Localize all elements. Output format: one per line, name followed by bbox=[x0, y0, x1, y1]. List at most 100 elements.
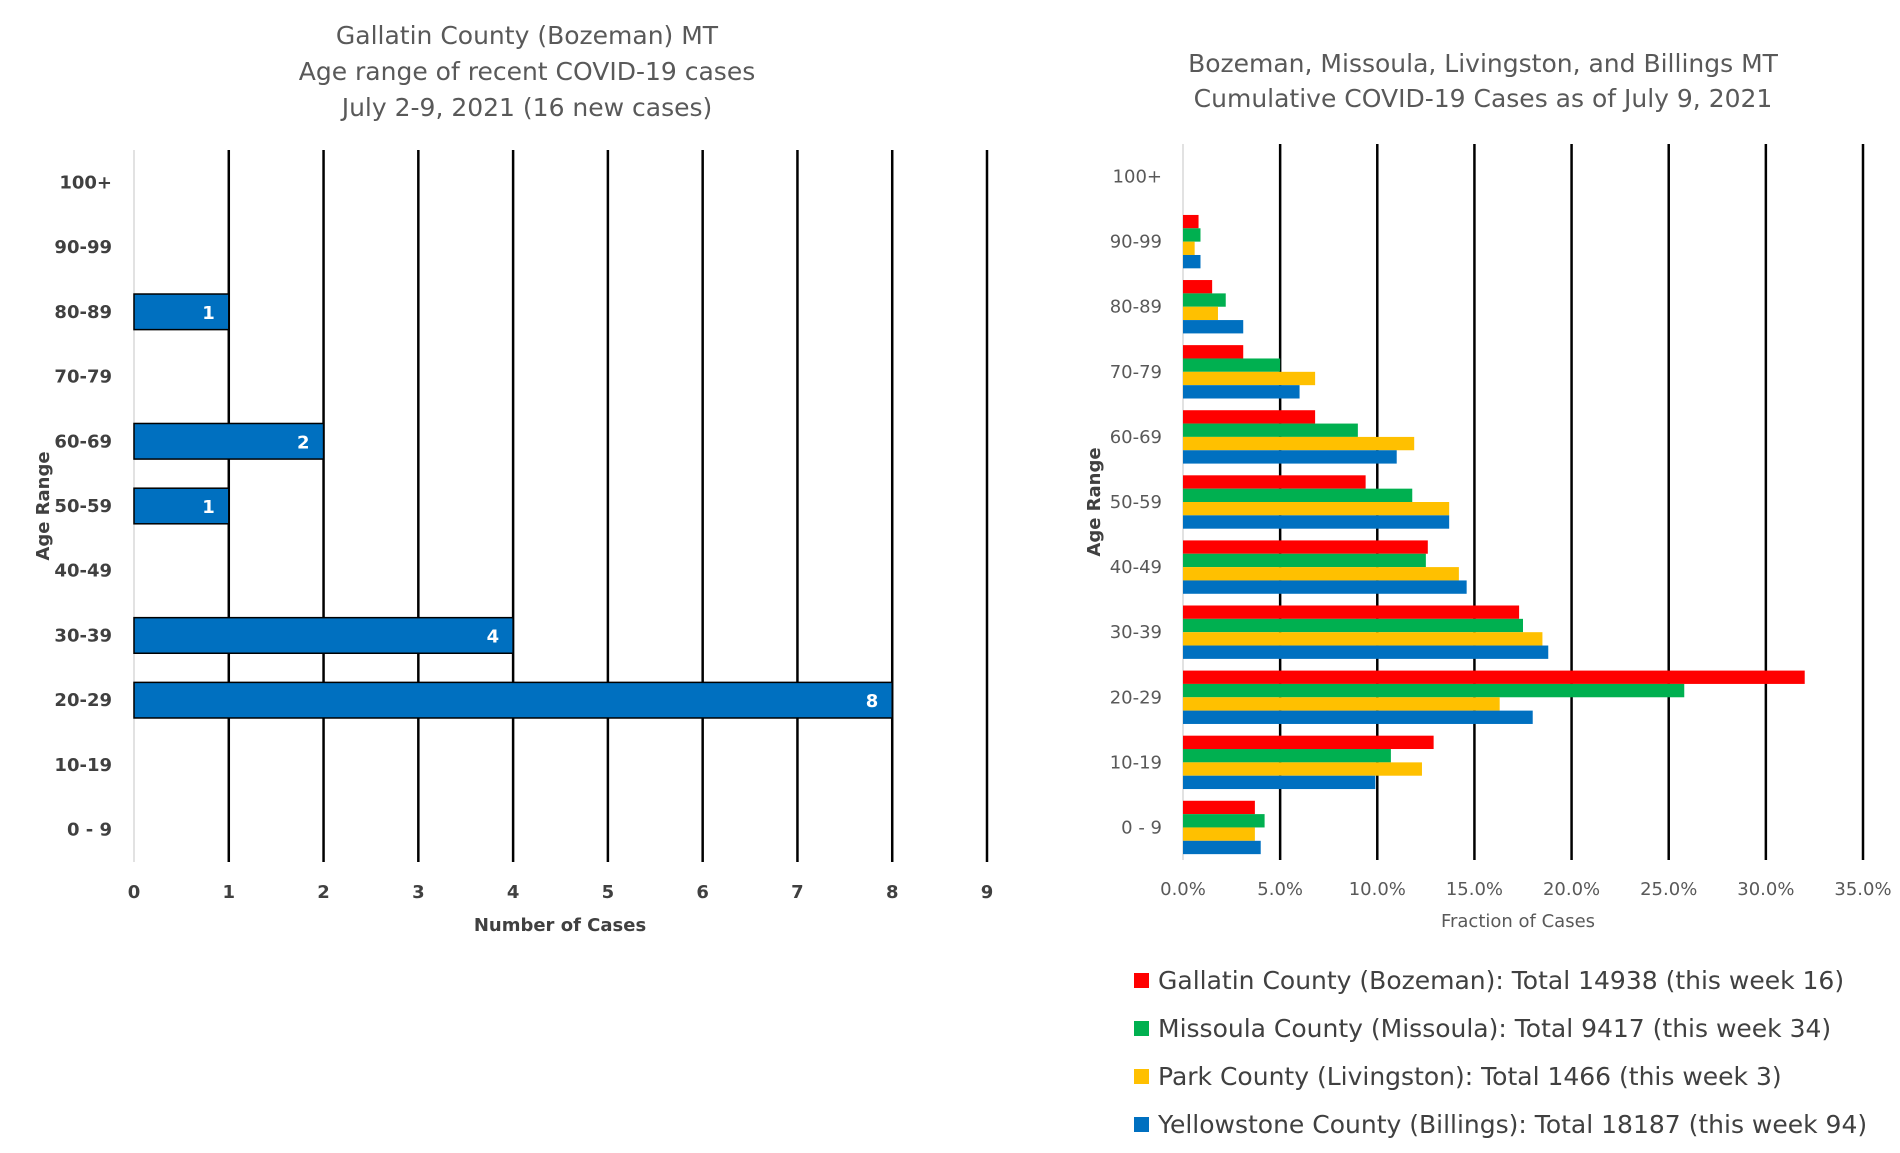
right-bar-50-59-series-2 bbox=[1183, 502, 1450, 516]
left-chart: Gallatin County (Bozeman) MT Age range o… bbox=[33, 21, 993, 936]
legend-item-gallatin: Gallatin County (Bozeman): Total 14938 (… bbox=[1134, 956, 1894, 1004]
left-data-label-60-69: 2 bbox=[297, 432, 310, 453]
right-bar-40-49-series-1 bbox=[1183, 553, 1426, 568]
legend-item-park: Park County (Livingston): Total 1466 (th… bbox=[1134, 1052, 1894, 1100]
left-y-tick-label: 40-49 bbox=[54, 561, 112, 582]
legend-swatch-park bbox=[1134, 1068, 1149, 1084]
left-chart-title-line-1: Gallatin County (Bozeman) MT bbox=[336, 21, 719, 50]
right-bar-10-19-series-0 bbox=[1183, 735, 1434, 750]
left-y-tick-label: 10-19 bbox=[54, 755, 112, 776]
left-x-tick-label: 7 bbox=[791, 882, 804, 903]
right-bar-0-9-series-1 bbox=[1183, 814, 1265, 828]
right-chart-y-axis-title: Age Range bbox=[1084, 447, 1105, 556]
right-bar-90-99-series-3 bbox=[1183, 254, 1201, 269]
right-bar-60-69-series-0 bbox=[1183, 410, 1316, 424]
right-chart: Bozeman, Missoula, Livingston, and Billi… bbox=[1084, 49, 1892, 932]
left-data-label-20-29: 8 bbox=[866, 691, 879, 712]
left-y-tick-label: 50-59 bbox=[54, 496, 112, 517]
left-bar-80-89 bbox=[133, 293, 230, 331]
right-chart-x-tick-labels: 0.0% 5.0% 10.0% 15.0% 20.0% 25.0% 30.0% 35.0% bbox=[1160, 879, 1891, 900]
left-data-label-50-59: 1 bbox=[202, 497, 215, 518]
right-bar-50-59-series-3 bbox=[1183, 515, 1450, 529]
legend-swatch-gallatin bbox=[1134, 972, 1149, 988]
left-x-tick-label: 1 bbox=[223, 882, 236, 903]
right-bar-0-9-series-2 bbox=[1183, 827, 1255, 841]
right-y-tick-label: 70-79 bbox=[1110, 362, 1162, 383]
right-x-tick-label: 10.0% bbox=[1349, 879, 1406, 900]
right-bar-60-69-series-3 bbox=[1183, 450, 1397, 464]
right-bar-20-29-series-3 bbox=[1183, 710, 1533, 724]
right-bar-60-69-series-1 bbox=[1183, 423, 1358, 437]
legend-item-yellowstone: Yellowstone County (Billings): Total 181… bbox=[1134, 1100, 1894, 1148]
right-y-tick-label: 30-39 bbox=[1110, 622, 1162, 643]
right-y-tick-label: 50-59 bbox=[1110, 492, 1162, 513]
right-bar-90-99-series-1 bbox=[1183, 228, 1201, 242]
right-x-tick-label: 30.0% bbox=[1737, 879, 1794, 900]
left-data-label-80-89: 1 bbox=[202, 303, 215, 324]
right-bar-10-19-series-2 bbox=[1183, 762, 1422, 776]
left-chart-gridlines bbox=[133, 150, 989, 862]
left-data-label-30-39: 4 bbox=[487, 626, 500, 647]
right-bar-80-89-series-2 bbox=[1183, 306, 1218, 321]
right-y-tick-label: 100+ bbox=[1113, 167, 1162, 188]
right-x-tick-label: 0.0% bbox=[1160, 879, 1206, 900]
right-chart-bars bbox=[1183, 214, 1805, 855]
left-bar-60-69 bbox=[133, 422, 325, 460]
left-y-tick-label: 90-99 bbox=[54, 237, 112, 258]
right-bar-20-29-series-1 bbox=[1183, 683, 1685, 698]
left-chart-title-line-3: July 2-9, 2021 (16 new cases) bbox=[340, 93, 713, 122]
right-x-tick-label: 15.0% bbox=[1446, 879, 1503, 900]
left-chart-bars: 8 4 1 2 1 bbox=[133, 293, 893, 719]
left-chart-y-axis-title: Age Range bbox=[33, 451, 54, 560]
right-bar-30-39-series-3 bbox=[1183, 645, 1549, 659]
left-x-tick-label: 6 bbox=[696, 882, 709, 903]
left-chart-title-line-2: Age range of recent COVID-19 cases bbox=[299, 57, 756, 86]
right-y-tick-label: 80-89 bbox=[1110, 297, 1162, 318]
left-y-tick-label: 70-79 bbox=[54, 367, 112, 388]
left-y-tick-label: 60-69 bbox=[54, 431, 112, 452]
right-bar-50-59-series-0 bbox=[1183, 475, 1366, 489]
right-y-tick-label: 0 - 9 bbox=[1121, 817, 1162, 838]
right-bar-70-79-series-2 bbox=[1183, 371, 1316, 386]
right-bar-20-29-series-0 bbox=[1183, 670, 1805, 684]
left-bar-30-39 bbox=[133, 616, 514, 655]
right-bar-0-9-series-0 bbox=[1183, 800, 1255, 815]
right-chart-x-axis-title: Fraction of Cases bbox=[1441, 911, 1595, 932]
left-y-tick-label: 100+ bbox=[59, 172, 112, 193]
right-y-tick-label: 20-29 bbox=[1110, 687, 1162, 708]
right-y-tick-label: 10-19 bbox=[1110, 752, 1162, 773]
left-bar-20-29 bbox=[133, 681, 893, 719]
left-x-tick-label: 8 bbox=[886, 882, 899, 903]
right-bar-90-99-series-2 bbox=[1183, 241, 1195, 255]
legend-swatch-yellowstone bbox=[1134, 1116, 1149, 1132]
left-x-tick-label: 9 bbox=[981, 882, 994, 903]
legend-item-missoula: Missoula County (Missoula): Total 9417 (… bbox=[1134, 1004, 1894, 1052]
right-y-tick-label: 60-69 bbox=[1110, 427, 1162, 448]
right-bar-90-99-series-0 bbox=[1183, 214, 1199, 229]
legend-label-gallatin: Gallatin County (Bozeman): Total 14938 (… bbox=[1158, 965, 1845, 995]
left-chart-x-tick-labels: 0 1 2 3 4 5 6 7 8 9 bbox=[128, 882, 994, 903]
right-bar-80-89-series-0 bbox=[1183, 280, 1213, 294]
right-bar-80-89-series-3 bbox=[1183, 320, 1244, 334]
left-x-tick-label: 4 bbox=[507, 882, 520, 903]
right-bar-50-59-series-1 bbox=[1183, 488, 1413, 502]
right-bar-30-39-series-0 bbox=[1183, 605, 1520, 619]
right-y-tick-label: 90-99 bbox=[1110, 232, 1162, 253]
left-y-tick-label: 30-39 bbox=[54, 625, 112, 646]
right-x-tick-label: 20.0% bbox=[1543, 879, 1600, 900]
right-bar-10-19-series-1 bbox=[1183, 749, 1391, 763]
right-chart-legend: Gallatin County (Bozeman): Total 14938 (… bbox=[1134, 956, 1894, 1148]
left-y-tick-label: 20-29 bbox=[54, 690, 112, 711]
left-x-tick-label: 5 bbox=[602, 882, 615, 903]
right-chart-title-line-2: Cumulative COVID-19 Cases as of July 9, … bbox=[1194, 84, 1773, 113]
right-bar-70-79-series-1 bbox=[1183, 358, 1281, 372]
legend-label-yellowstone: Yellowstone County (Billings): Total 181… bbox=[1158, 1109, 1868, 1139]
right-x-tick-label: 25.0% bbox=[1640, 879, 1697, 900]
right-chart-y-tick-labels: 0 - 9 10-19 20-29 30-39 40-49 50-59 60-69 70-79… bbox=[1110, 167, 1162, 839]
left-bar-50-59 bbox=[133, 487, 230, 525]
left-chart-x-axis-title: Number of Cases bbox=[474, 915, 646, 936]
right-bar-20-29-series-2 bbox=[1183, 697, 1500, 711]
right-bar-0-9-series-3 bbox=[1183, 840, 1261, 855]
right-bar-70-79-series-3 bbox=[1183, 385, 1300, 399]
